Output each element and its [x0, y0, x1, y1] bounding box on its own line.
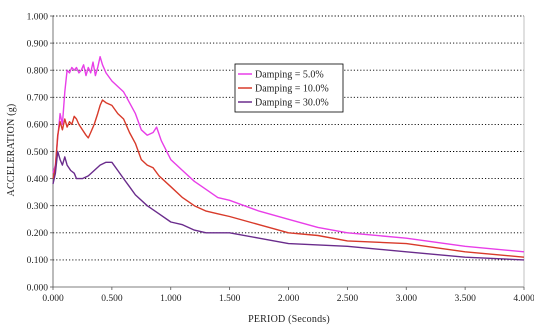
y-tick-label: 1.000: [27, 12, 49, 22]
legend-item: Damping = 30.0%: [238, 98, 329, 109]
legend: Damping = 5.0% Damping = 10.0% Damping =…: [234, 63, 344, 113]
legend-box: [234, 63, 344, 113]
legend-item: Damping = 10.0%: [238, 84, 329, 95]
series-line-5pct: [52, 56, 525, 253]
x-axis-ticks: 0.000 0.500 1.000 1.500 2.000 2.500 3.000 3.500…: [42, 287, 534, 304]
gridlines: [53, 15, 524, 261]
x-tick-label: 4.000: [513, 294, 534, 304]
legend-label-10pct: Damping = 10.0%: [255, 84, 329, 95]
y-tick-label: 0.700: [27, 94, 49, 104]
series-lines: [52, 56, 525, 261]
y-tick-label: 0.800: [27, 67, 49, 77]
x-tick-label: 2.500: [337, 294, 359, 304]
series-line-30pct: [52, 150, 525, 261]
y-tick-label: 0.500: [27, 148, 49, 158]
y-axis-ticks: 0.000 0.100 0.200 0.300 0.400 0.500 0.600 0.700…: [27, 12, 53, 293]
y-tick-label: 0.600: [27, 121, 49, 131]
y-tick-label: 0.200: [27, 229, 49, 239]
legend-item: Damping = 5.0%: [238, 70, 324, 81]
y-tick-label: 0.900: [27, 39, 49, 49]
y-tick-label: 0.100: [27, 256, 49, 266]
y-tick-label: 0.000: [27, 283, 49, 293]
legend-label-5pct: Damping = 5.0%: [255, 70, 324, 81]
x-tick-label: 3.000: [396, 294, 418, 304]
x-axis-title: PERIOD (Seconds): [248, 314, 330, 325]
y-tick-label: 0.300: [27, 202, 49, 212]
x-tick-label: 1.500: [219, 294, 241, 304]
x-tick-label: 0.000: [42, 294, 64, 304]
legend-label-30pct: Damping = 30.0%: [255, 98, 329, 109]
y-axis-title: ACCELERATION (g): [6, 104, 17, 197]
x-tick-label: 3.500: [454, 294, 476, 304]
x-tick-label: 2.000: [278, 294, 300, 304]
y-tick-label: 0.400: [27, 175, 49, 185]
x-tick-label: 1.000: [160, 294, 182, 304]
x-tick-label: 0.500: [101, 294, 123, 304]
series-line-10pct: [52, 99, 525, 258]
